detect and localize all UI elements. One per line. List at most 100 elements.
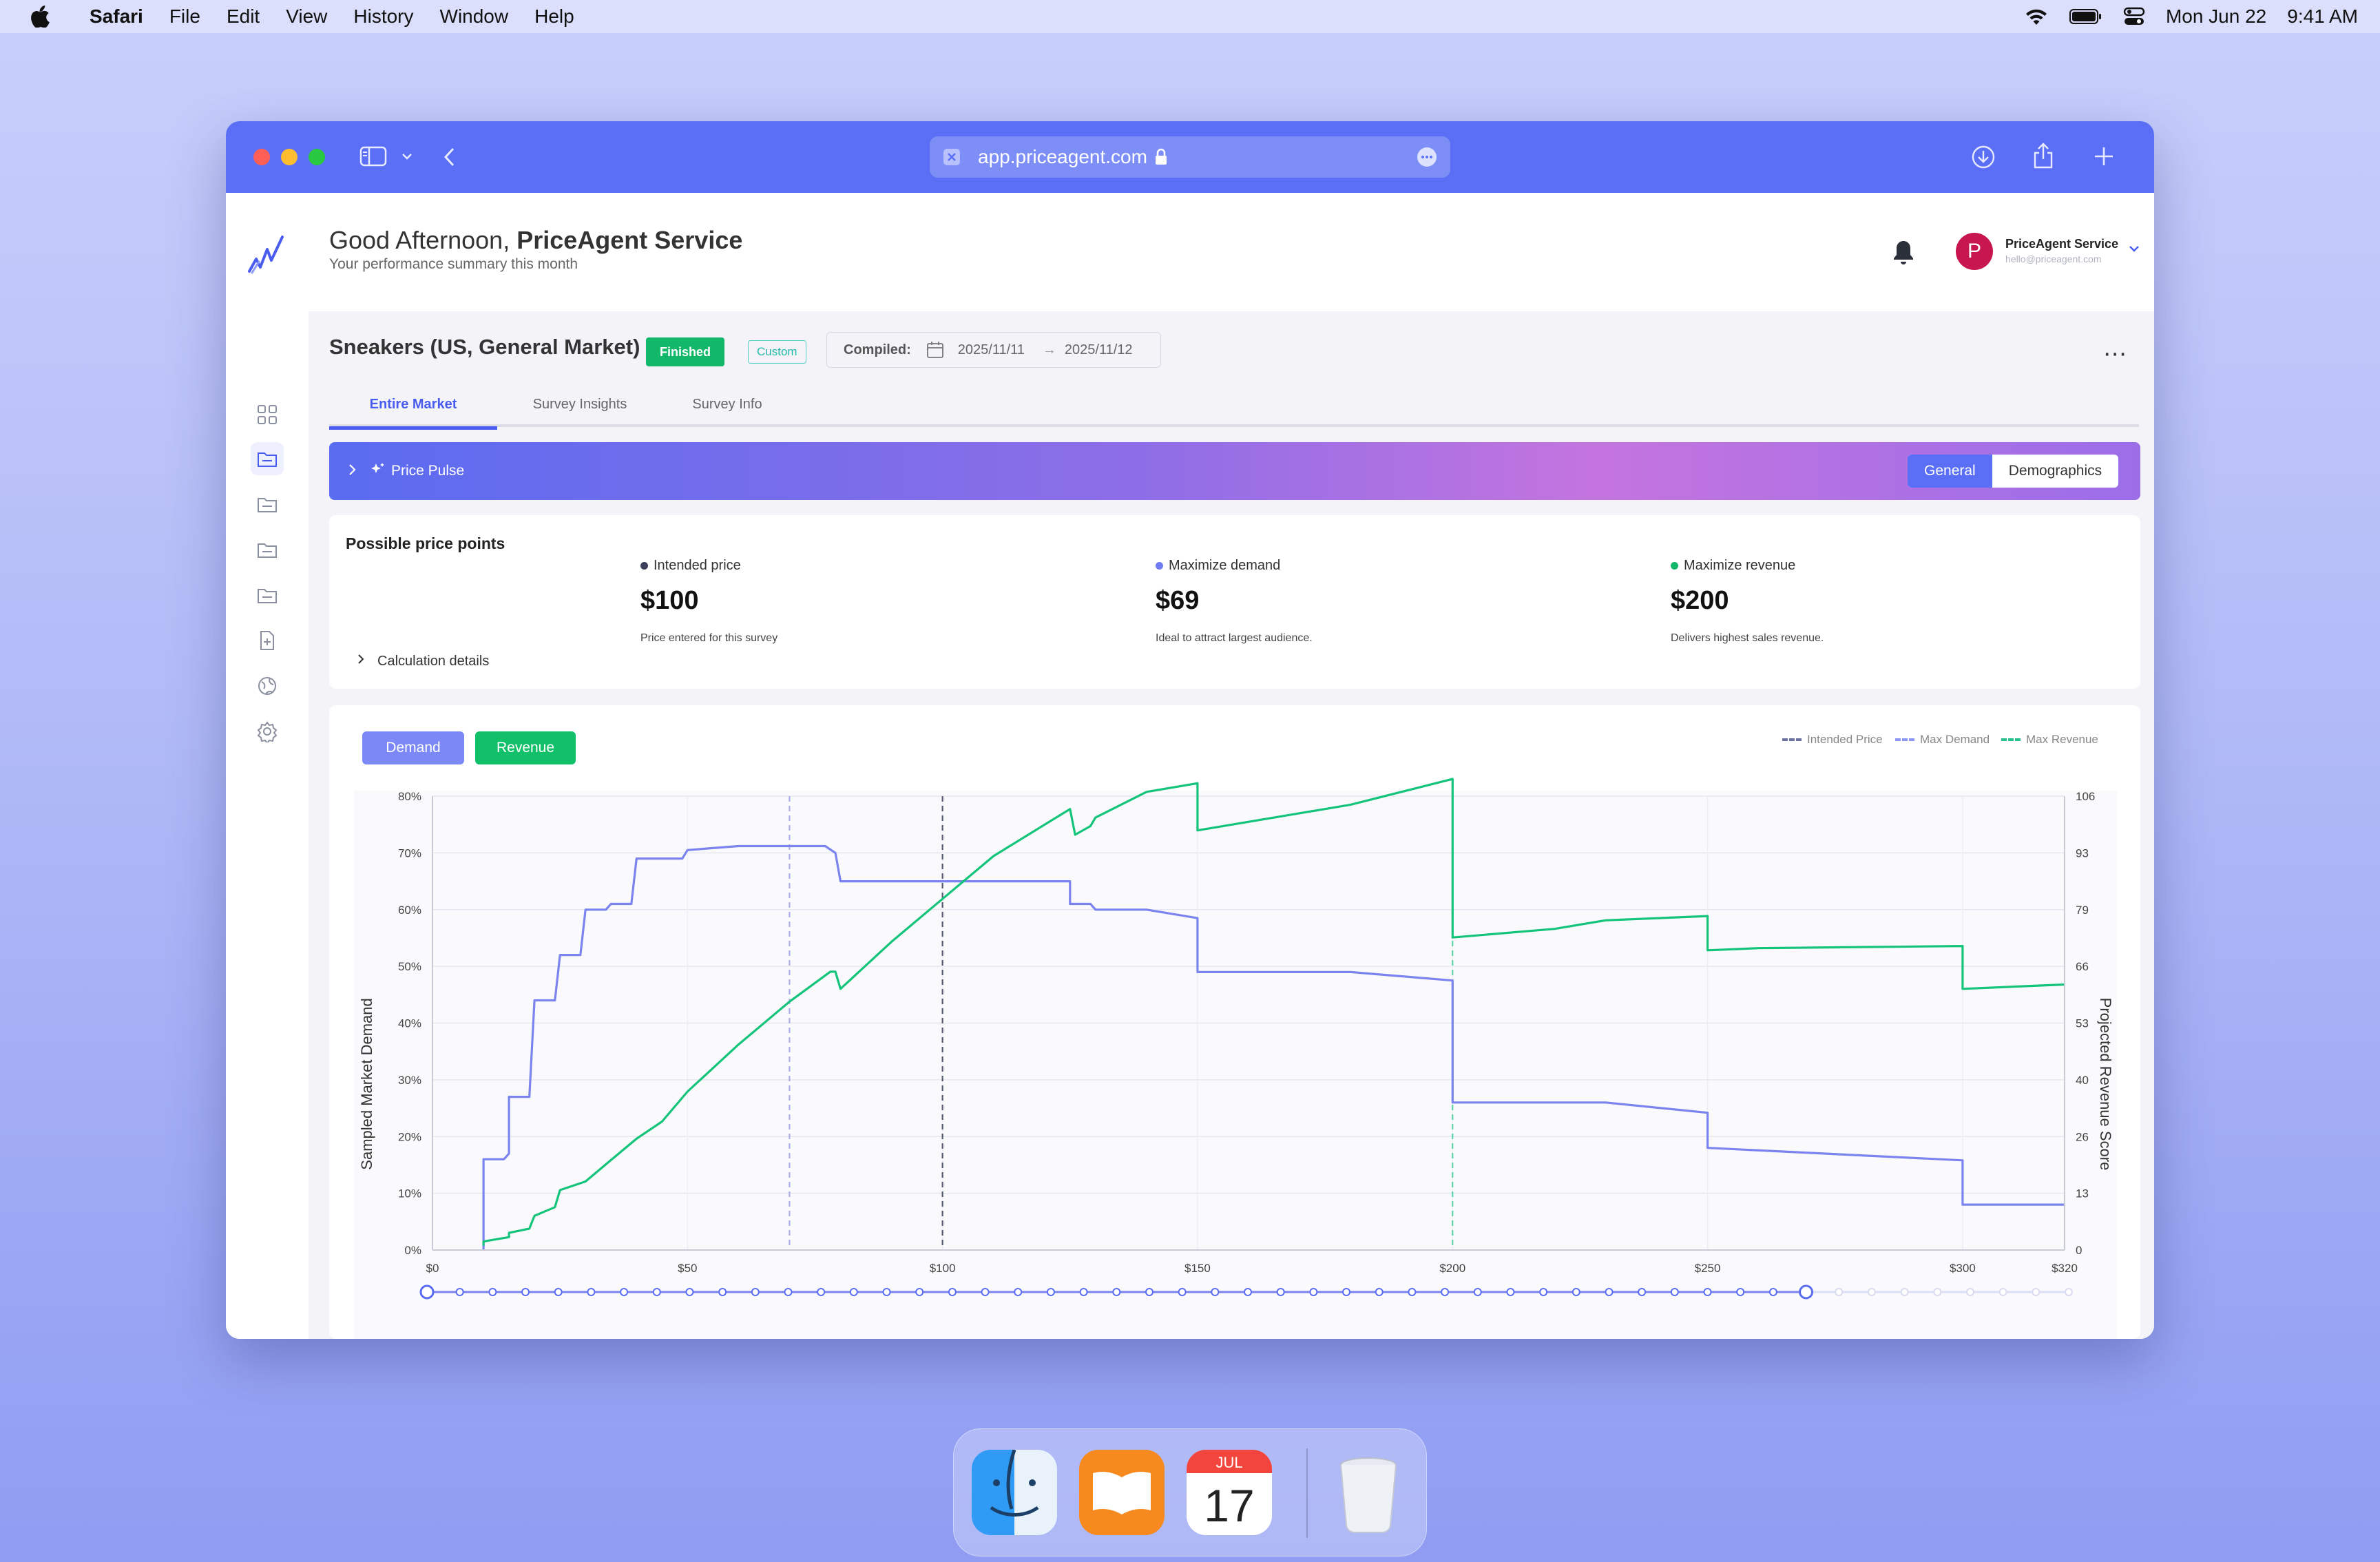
segment-general[interactable]: General: [1908, 455, 1992, 488]
menu-window[interactable]: Window: [439, 6, 509, 27]
range-slider-tick: [1768, 1288, 1777, 1296]
user-menu-chevron-icon[interactable]: [2128, 244, 2140, 257]
minimize-window-button[interactable]: [281, 149, 298, 165]
sidebar-toggle-icon[interactable]: [359, 146, 387, 170]
tab-survey-info[interactable]: Survey Info: [692, 397, 762, 412]
notification-bell-icon[interactable]: [1891, 238, 1916, 269]
y-tick-label: 20%: [398, 1130, 421, 1143]
max-demand-block: Maximize demand $69 Ideal to attract lar…: [1156, 558, 1313, 645]
survey-title: Sneakers (US, General Market): [329, 335, 640, 359]
chevron-down-icon[interactable]: [401, 152, 413, 165]
menu-file[interactable]: File: [169, 6, 200, 27]
chevron-right-icon[interactable]: [347, 463, 357, 481]
globe-icon[interactable]: [251, 669, 284, 702]
back-icon[interactable]: [442, 146, 457, 171]
new-tab-icon[interactable]: [2092, 145, 2116, 171]
menu-edit[interactable]: Edit: [226, 6, 260, 27]
battery-icon[interactable]: [2069, 8, 2102, 25]
legend-intended-price[interactable]: Intended Price: [1782, 733, 1883, 747]
apple-menu-icon[interactable]: [30, 6, 65, 28]
greeting-name: PriceAgent Service: [516, 226, 743, 254]
legend-label: Max Demand: [1920, 733, 1990, 746]
price-points-title: Possible price points: [346, 534, 505, 552]
menu-history[interactable]: History: [353, 6, 414, 27]
range-slider-tick: [948, 1288, 957, 1296]
compiled-date-range[interactable]: Compiled: 2025/11/11 → 2025/11/12: [826, 332, 1161, 368]
y-tick-label: 70%: [398, 846, 421, 860]
folder-icon[interactable]: [251, 533, 284, 566]
y2-axis-label: Projected Revenue Score: [2097, 998, 2114, 1171]
range-slider-tick: [2032, 1288, 2040, 1296]
range-slider-tick: [1572, 1288, 1580, 1296]
url-text[interactable]: app.priceagent.com: [978, 146, 1147, 167]
menu-app-name[interactable]: Safari: [90, 6, 143, 27]
demand-toggle-button[interactable]: Demand: [362, 731, 464, 764]
share-icon[interactable]: [2032, 142, 2055, 173]
demand-line[interactable]: [482, 844, 2065, 1251]
finder-app-icon[interactable]: [972, 1450, 1057, 1535]
range-slider-handle[interactable]: [1799, 1284, 1814, 1300]
legend-max-revenue[interactable]: Max Revenue: [2001, 733, 2098, 747]
wifi-icon[interactable]: [2024, 7, 2049, 26]
priceagent-logo-icon[interactable]: [247, 231, 288, 279]
revenue-line[interactable]: [482, 778, 2065, 1246]
max-demand-dot: [1156, 562, 1163, 570]
avatar[interactable]: P: [1956, 233, 1993, 270]
lock-icon: [1154, 148, 1168, 166]
y2-tick-label: 106: [2076, 790, 2095, 803]
y2-tick-label: 0: [2076, 1244, 2082, 1257]
page-menu-icon[interactable]: [1416, 146, 1438, 168]
control-center-icon[interactable]: [2123, 7, 2145, 26]
price-chart[interactable]: 0% 0 10% 13 20% 26 30% 40 40% 53 50% 66 60% 79 70% 93 80…: [329, 705, 2140, 1339]
svg-text:17: 17: [1204, 1480, 1254, 1531]
menu-view[interactable]: View: [286, 6, 328, 27]
calendar-app-icon[interactable]: JUL 17: [1187, 1450, 1272, 1535]
y-tick-label: 10%: [398, 1187, 421, 1200]
range-slider-tick: [1638, 1288, 1647, 1296]
range-slider-tick: [1375, 1288, 1384, 1296]
tab-entire-market[interactable]: Entire Market: [329, 397, 497, 430]
segment-demographics[interactable]: Demographics: [2008, 463, 2102, 479]
trash-icon[interactable]: [1326, 1450, 1411, 1535]
folder-icon[interactable]: [251, 579, 284, 612]
menubar-time[interactable]: 9:41 AM: [2287, 6, 2358, 27]
max-demand-desc: Ideal to attract largest audience.: [1156, 632, 1313, 644]
address-bar[interactable]: app.priceagent.com: [930, 136, 1450, 178]
price-pulse-bar[interactable]: Price Pulse General Demographics: [329, 442, 2140, 500]
price-pulse-label[interactable]: Price Pulse: [370, 461, 464, 481]
revenue-toggle-button[interactable]: Revenue: [475, 731, 576, 764]
settings-gear-icon[interactable]: [251, 715, 284, 748]
downloads-icon[interactable]: [1971, 145, 1996, 173]
chevron-right-icon[interactable]: [357, 653, 365, 669]
folder-active-icon[interactable]: [251, 442, 284, 475]
document-add-icon[interactable]: [251, 624, 284, 657]
range-slider-tick: [1539, 1288, 1548, 1296]
dashboard-grid-icon[interactable]: [251, 398, 284, 431]
x-tick-label: $320: [2052, 1262, 2078, 1275]
menubar-date[interactable]: Mon Jun 22: [2165, 6, 2267, 27]
user-name[interactable]: PriceAgent Service: [2005, 237, 2119, 251]
app-header: Good Afternoon, PriceAgent Service Your …: [226, 193, 2154, 311]
books-app-icon[interactable]: [1079, 1450, 1165, 1535]
range-slider-tick: [1342, 1288, 1351, 1296]
range-slider-tick: [1408, 1288, 1417, 1296]
range-slider-tick: [1965, 1288, 1974, 1296]
calculation-details-label[interactable]: Calculation details: [377, 653, 490, 669]
more-options-icon[interactable]: ⋯: [2103, 341, 2128, 367]
svg-text:JUL: JUL: [1215, 1454, 1242, 1471]
x-tick-label: $150: [1184, 1262, 1211, 1275]
tab-survey-insights[interactable]: Survey Insights: [532, 397, 627, 412]
calendar-icon: [926, 341, 944, 359]
menu-help[interactable]: Help: [534, 6, 574, 27]
main-content: Sneakers (US, General Market) Finished C…: [309, 311, 2154, 1339]
zoom-window-button[interactable]: [309, 149, 325, 165]
folder-icon[interactable]: [251, 488, 284, 521]
close-window-button[interactable]: [253, 149, 270, 165]
range-slider-tick: [1145, 1288, 1154, 1296]
intended-price-dot: [640, 562, 648, 570]
legend-max-demand[interactable]: Max Demand: [1895, 733, 1990, 747]
range-slider-handle[interactable]: [419, 1284, 435, 1300]
tab-close-icon[interactable]: [942, 147, 961, 167]
range-slider-tick: [620, 1288, 629, 1296]
calculation-details-toggle[interactable]: Calculation details: [357, 653, 489, 669]
